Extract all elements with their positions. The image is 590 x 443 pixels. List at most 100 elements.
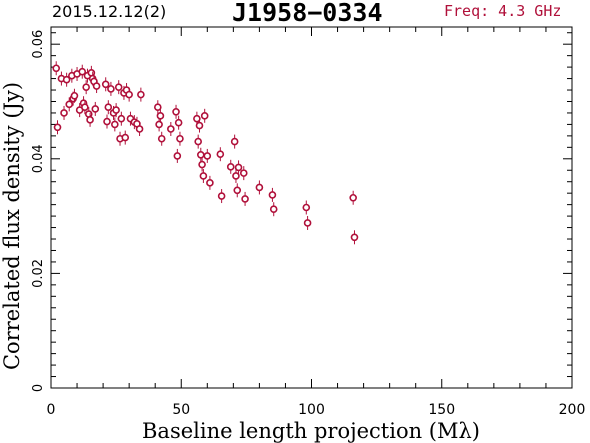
- point-marker: [104, 103, 113, 112]
- data-point: [172, 104, 180, 119]
- data-point: [216, 147, 225, 162]
- point-marker: [167, 125, 175, 133]
- point-marker: [65, 100, 74, 109]
- x-tick-label: 50: [172, 402, 190, 418]
- data-point: [241, 191, 249, 206]
- data-point: [206, 175, 214, 190]
- x-axis-label: Baseline length projection (Mλ): [142, 419, 480, 443]
- data-point: [65, 97, 74, 112]
- data-point: [198, 157, 206, 172]
- point-marker: [195, 121, 204, 130]
- x-tick-label: 0: [47, 402, 56, 418]
- point-marker: [302, 203, 311, 212]
- point-marker: [303, 219, 312, 227]
- point-marker: [196, 150, 205, 159]
- data-point: [232, 168, 240, 183]
- point-marker: [53, 123, 62, 132]
- y-tick-label: 0: [31, 384, 46, 392]
- point-marker: [206, 179, 214, 187]
- frequency-label: Freq: 4.3 GHz: [444, 2, 562, 20]
- point-marker: [117, 114, 126, 123]
- point-marker: [255, 183, 264, 192]
- point-marker: [112, 106, 120, 114]
- point-marker: [176, 134, 184, 143]
- data-point: [154, 100, 162, 115]
- plot-frame: [50, 26, 573, 389]
- data-point: [302, 200, 311, 215]
- data-point: [174, 115, 183, 130]
- data-point: [92, 79, 101, 94]
- point-marker: [86, 116, 94, 124]
- axis-tick-labels: 0 50 100 150 200 0 0.02 0.04 0.06: [31, 30, 585, 418]
- data-point: [239, 166, 248, 181]
- data-point: [196, 147, 205, 162]
- point-marker: [107, 85, 115, 93]
- data-point: [81, 100, 89, 115]
- data-point: [135, 121, 144, 136]
- point-marker: [70, 91, 79, 100]
- point-marker: [198, 160, 206, 169]
- point-marker: [241, 195, 249, 203]
- data-point: [86, 112, 94, 127]
- point-marker: [121, 133, 130, 142]
- point-marker: [230, 137, 239, 146]
- point-marker: [101, 80, 110, 89]
- source-name: J1958−0334: [232, 0, 383, 27]
- point-marker: [217, 192, 226, 200]
- point-marker: [135, 125, 144, 133]
- point-marker: [194, 137, 202, 146]
- data-point: [255, 180, 264, 195]
- data-point: [226, 159, 235, 174]
- x-tick-label: 200: [559, 402, 586, 418]
- point-marker: [226, 163, 235, 171]
- data-point: [203, 148, 212, 163]
- data-point: [194, 134, 202, 149]
- data-point: [70, 88, 79, 103]
- data-point: [269, 202, 278, 217]
- point-marker: [157, 134, 166, 143]
- point-marker: [203, 152, 212, 160]
- y-tick-label: 0.06: [31, 30, 46, 59]
- point-marker: [137, 90, 145, 99]
- point-marker: [156, 112, 165, 120]
- data-point: [233, 183, 242, 198]
- y-tick-label: 0.04: [31, 144, 46, 173]
- point-marker: [233, 186, 242, 195]
- point-marker: [82, 83, 90, 91]
- point-marker: [349, 193, 357, 202]
- data-point: [173, 148, 182, 163]
- data-point: [303, 215, 312, 230]
- point-marker: [114, 83, 123, 91]
- point-marker: [155, 120, 163, 129]
- data-point: [217, 189, 226, 204]
- data-point: [199, 168, 208, 183]
- data-point: [62, 72, 71, 87]
- data-point: [107, 81, 115, 96]
- point-marker: [78, 67, 87, 76]
- point-marker: [350, 233, 359, 242]
- point-marker: [81, 103, 89, 112]
- data-point: [101, 77, 110, 92]
- data-point: [195, 118, 204, 133]
- data-point: [104, 100, 113, 115]
- point-marker: [60, 109, 68, 117]
- y-tick-label: 0.02: [31, 259, 46, 288]
- point-marker: [125, 90, 133, 99]
- data-point: [60, 105, 68, 120]
- axis-ticks: [50, 27, 573, 389]
- x-tick-label: 100: [298, 402, 325, 418]
- data-point: [121, 130, 130, 145]
- data-point: [167, 121, 175, 136]
- data-point: [125, 87, 133, 102]
- point-marker: [62, 75, 71, 84]
- data-points: [52, 61, 359, 245]
- data-point: [91, 101, 100, 116]
- data-point: [112, 103, 120, 118]
- point-marker: [111, 120, 119, 129]
- point-marker: [200, 112, 209, 120]
- data-point: [350, 230, 359, 245]
- data-point: [156, 108, 165, 123]
- data-point: [268, 187, 277, 202]
- point-marker: [234, 163, 243, 172]
